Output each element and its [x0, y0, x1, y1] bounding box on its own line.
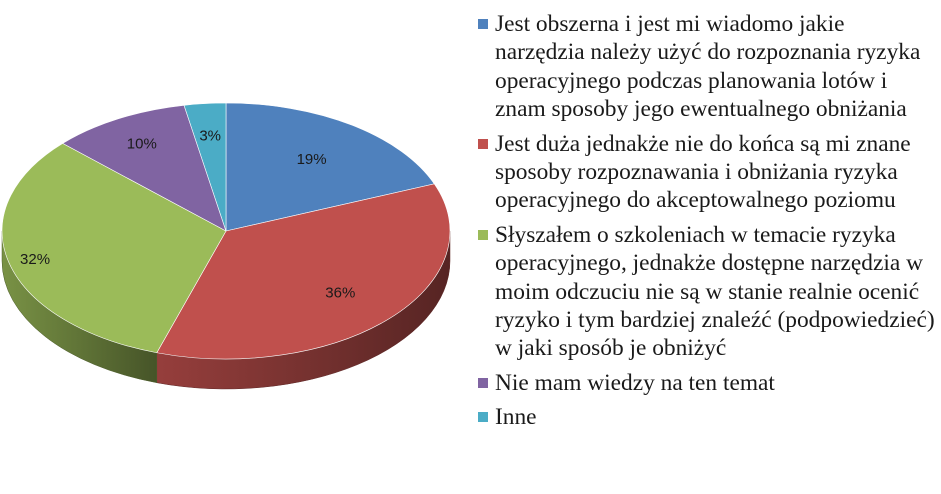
data-label: 32% [20, 251, 50, 268]
legend-swatch [478, 412, 488, 423]
legend-item: Inne [478, 403, 936, 431]
pie-tops [1, 102, 451, 360]
pie-slice [62, 104, 227, 232]
legend-swatch [478, 229, 488, 240]
legend-swatch [478, 19, 488, 29]
data-label: 19% [297, 151, 327, 168]
legend-item: Jest obszerna i jest mi wiadomo jakie na… [478, 10, 936, 124]
legend: Jest obszerna i jest mi wiadomo jakie na… [478, 10, 936, 438]
legend-item: Słyszałem o szkoleniach w temacie ryzyka… [478, 221, 936, 363]
pie-slice [156, 183, 451, 360]
legend-label: Jest duża jednakże nie do końca są mi zn… [495, 130, 911, 214]
legend-swatch [478, 377, 488, 388]
pie-slice [225, 102, 435, 232]
legend-swatch [478, 138, 488, 149]
pie-chart-area: 19% 36% 32% 10% 3% [0, 0, 470, 489]
pie-slice [1, 143, 227, 354]
pie-labels: 19% 36% 32% 10% 3% [20, 127, 355, 301]
pie-slice [183, 102, 227, 232]
data-label: 10% [127, 136, 157, 153]
data-label: 3% [199, 127, 221, 144]
legend-label: Słyszałem o szkoleniach w temacie ryzyka… [495, 221, 935, 362]
legend-label: Inne [495, 404, 537, 431]
data-label: 36% [325, 284, 355, 301]
legend-label: Jest obszerna i jest mi wiadomo jakie na… [495, 11, 921, 123]
legend-item: Nie mam wiedzy na ten temat [478, 369, 936, 397]
pie-chart: 19% 36% 32% 10% 3% [1, 102, 451, 390]
legend-label: Nie mam wiedzy na ten temat [495, 369, 775, 396]
legend-item: Jest duża jednakże nie do końca są mi zn… [478, 130, 936, 215]
